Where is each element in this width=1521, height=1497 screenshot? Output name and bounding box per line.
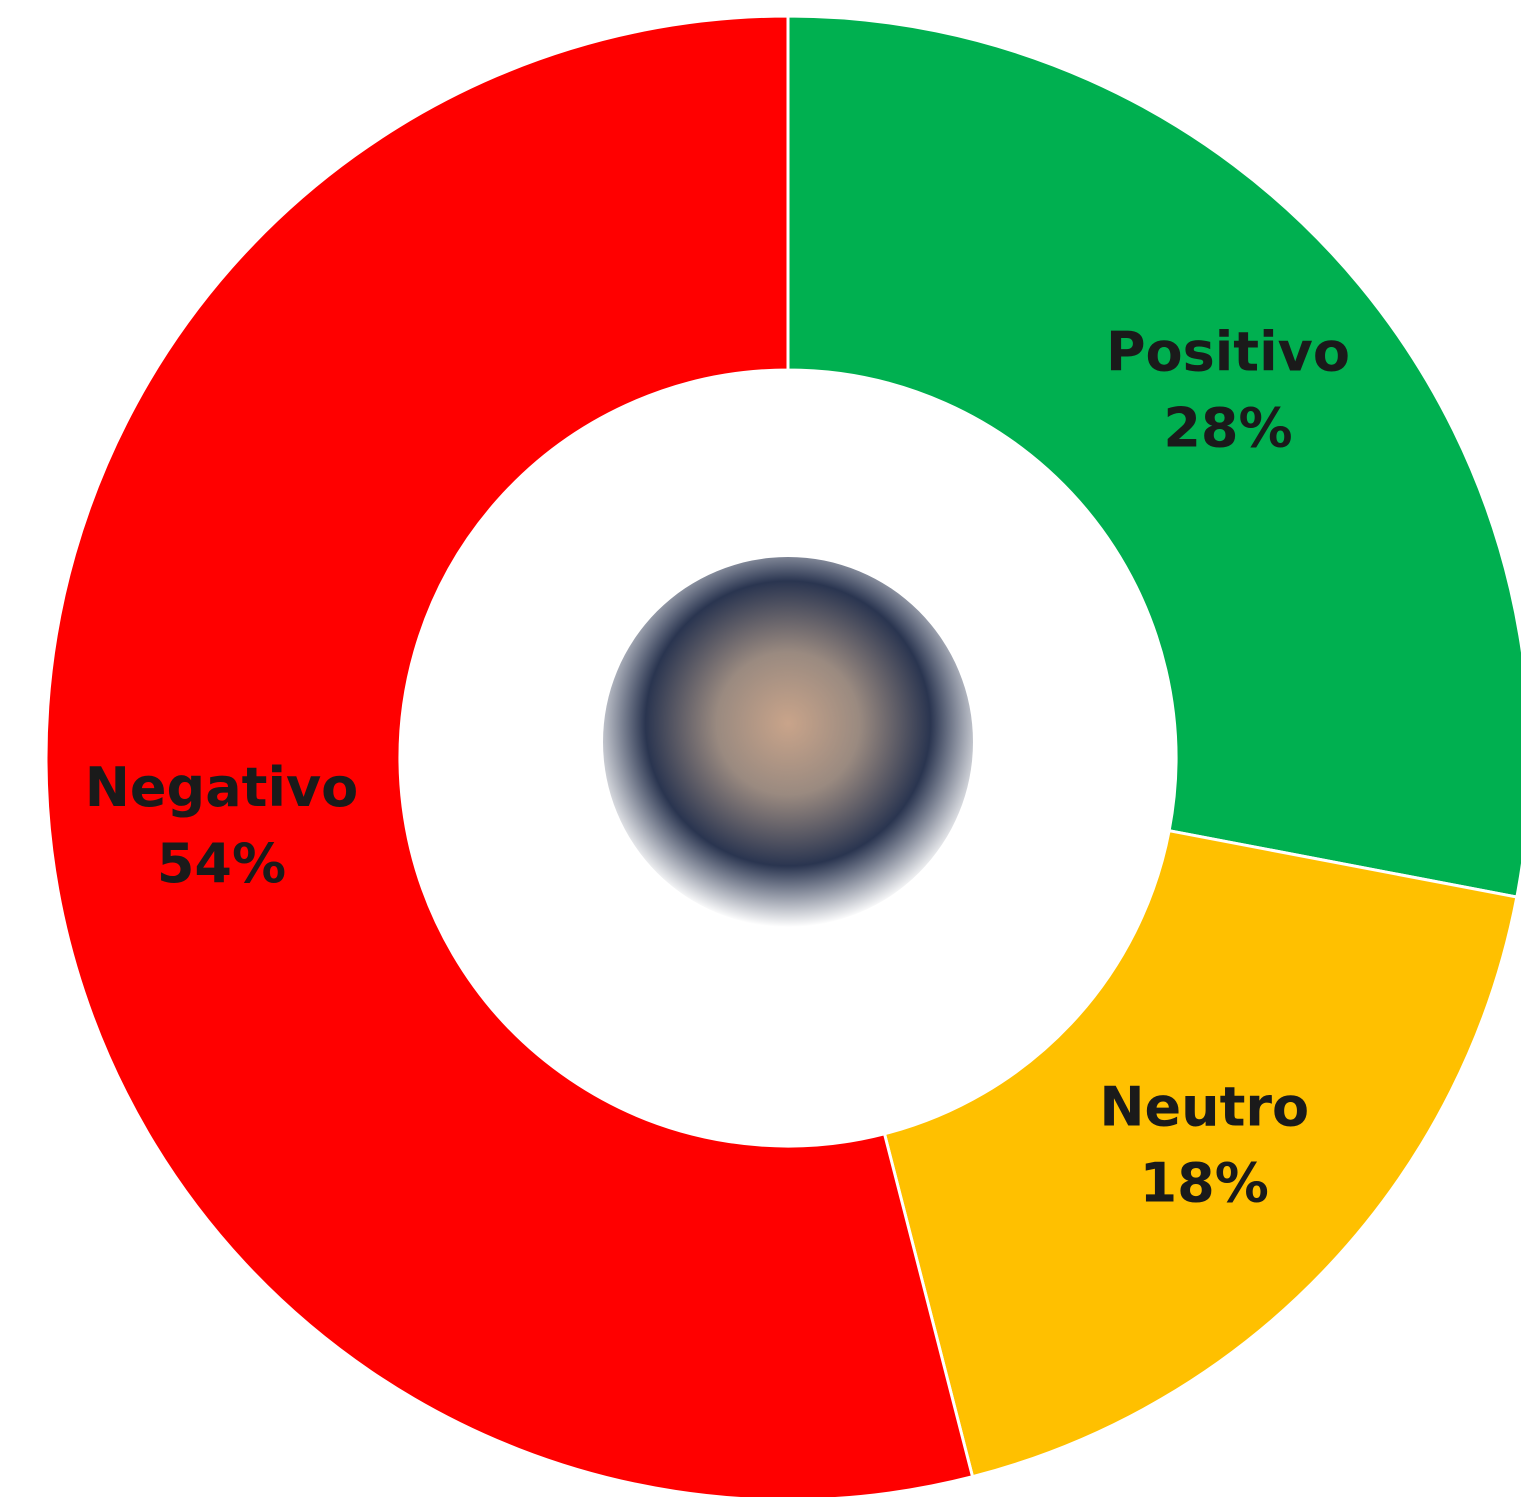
donut-slice <box>44 14 975 1497</box>
slice-value-label: 54% <box>157 832 286 895</box>
slice-value-label: 28% <box>1163 397 1292 460</box>
labels: Positivo 28% Neutro 18% Negativo 54% <box>85 321 1350 1215</box>
slices <box>44 14 1521 1497</box>
donut-slice <box>882 828 1519 1479</box>
slice-value-label: 18% <box>1140 1152 1269 1215</box>
slice-category-label: Neutro <box>1099 1076 1309 1139</box>
center-photo <box>603 557 973 927</box>
donut-slice <box>786 14 1521 899</box>
slice-category-label: Negativo <box>85 756 359 819</box>
slice-category-label: Positivo <box>1106 321 1350 384</box>
